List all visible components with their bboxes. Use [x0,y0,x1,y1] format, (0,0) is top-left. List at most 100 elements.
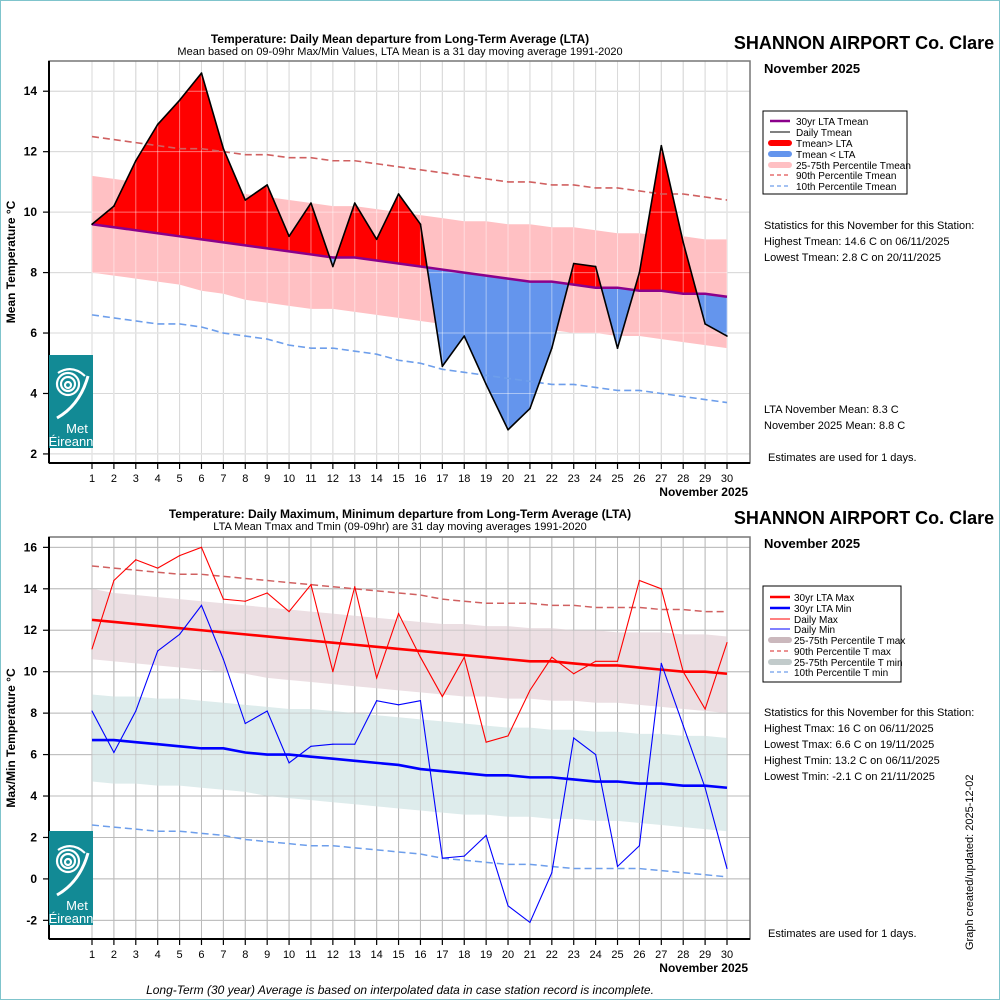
maxmin-xtick-label: 8 [242,949,248,961]
daily-min-point [463,855,465,857]
mean-xtick-label: 9 [264,473,270,485]
daily-min-point [660,662,662,665]
tmin-25-75-band [92,694,727,832]
daily-tmean-point [288,235,290,238]
mean-xtick-label: 2 [111,473,117,485]
mean-xtick-label: 27 [655,473,667,485]
mean-xtick-label: 30 [721,473,733,485]
daily-min-point [266,710,268,712]
daily-max-point [288,610,290,613]
maxmin-xtick-label: 6 [198,949,204,961]
mean-stat-highest: Highest Tmean: 14.6 C on 06/11/2025 [764,236,950,248]
daily-tmean-point [397,193,400,195]
month-label-bottom: November 2025 [764,536,860,551]
daily-tmean-point [726,335,728,337]
legend-item-above-lta: Tmean> LTA [796,139,853,150]
daily-min-point [551,872,553,874]
daily-tmean-point [156,123,159,126]
maxmin-xtick-label: 14 [371,949,383,961]
daily-tmean-point [441,365,444,368]
lta-mean-summary: LTA November Mean: 8.3 C [764,404,899,416]
maxmin-ytick-label: 16 [24,540,38,554]
daily-min-point [595,753,597,756]
maxmin-chart-title: Temperature: Daily Maximum, Minimum depa… [169,507,631,521]
daily-tmean-point [704,323,706,325]
above-lta-segment [245,184,268,249]
month-mean-summary: November 2025 Mean: 8.8 C [764,420,905,432]
daily-min-point [441,857,443,859]
mean-ytick-label: 8 [30,266,37,280]
below-lta-segment [507,278,531,431]
maxmin-xtick-label: 5 [177,949,183,961]
legend-item-p10: 10th Percentile Tmean [796,182,896,193]
mean-xtick-label: 13 [349,473,361,485]
daily-max-point [135,559,137,561]
daily-max-point [332,671,334,673]
daily-tmean-line [91,72,728,431]
daily-max-point [419,656,422,658]
daily-min-point [638,845,641,847]
daily-min-point [419,700,422,702]
daily-tmean-point [507,428,509,431]
mean-chart-lines [91,72,728,431]
maxmin-y-axis-label: Max/Min Temperature °C [4,668,18,808]
mean-xtick-label: 16 [414,473,426,485]
daily-max-point [485,741,487,743]
mean-stats-heading: Statistics for this November for this St… [764,220,974,232]
maxmin-ytick-label: 0 [30,872,37,886]
lta-tmean-line [91,222,728,298]
maxmin-chart-subtitle: LTA Mean Tmax and Tmin (09-09hr) are 31 … [213,521,586,533]
mean-stat-lowest: Lowest Tmean: 2.8 C on 20/11/2025 [764,252,941,264]
maxmin-xtick-label: 10 [283,949,295,961]
met-eireann-logo-top: Met Éireann [49,355,93,449]
legend-item-p90-max: 90th Percentile T max [794,647,891,658]
daily-tmean-point [375,238,378,241]
daily-min-point [91,710,93,712]
mean-xtick-label: 1 [89,473,95,485]
above-lta-segment [135,123,158,234]
daily-max-point [310,584,312,586]
daily-max-point [704,708,706,710]
maxmin-xtick-label: 19 [480,949,492,961]
legend-item-daily-max: Daily Max [794,615,838,626]
daily-max-line [91,546,728,743]
daily-min-point [376,700,378,702]
mean-xtick-label: 25 [611,473,623,485]
mean-xtick-label: 24 [589,473,601,485]
daily-tmean-point [419,223,422,226]
logo-background [49,355,93,448]
maxmin-xtick-label: 27 [655,949,667,961]
maxmin-xtick-label: 28 [677,949,689,961]
mean-xtick-label: 28 [677,473,689,485]
daily-max-point [376,677,378,679]
daily-min-point [616,865,619,868]
legend-item-band-min: 25-75th Percentile T min [794,658,903,669]
maxmin-xtick-label: 4 [155,949,161,961]
daily-min-point [178,633,181,635]
maxmin-x-axis-label: November 2025 [659,961,748,975]
daily-min-point [485,834,487,836]
mean-xtick-label: 3 [133,473,139,485]
daily-tmean-point [310,202,312,204]
mean-xtick-label: 29 [699,473,711,485]
daily-max-point [397,613,400,615]
logo-text-eireann: Éireann [49,911,94,926]
daily-tmean-point [572,262,575,265]
daily-max-point [200,546,203,548]
maxmin-xtick-label: 24 [589,949,601,961]
legend-item-lta-min: 30yr LTA Min [794,604,851,615]
maxmin-ytick-label: 14 [24,582,38,596]
below-lta-segment [463,272,487,385]
maxmin-stats-heading: Statistics for this November for this St… [764,707,974,719]
daily-max-point [507,735,509,737]
above-lta-segment [223,148,246,246]
mean-xtick-label: 12 [327,473,339,485]
maxmin-ytick-label: 6 [30,748,37,762]
mean-ytick-label: 10 [24,205,38,219]
maxmin-xtick-label: 20 [502,949,514,961]
maxmin-xtick-label: 23 [568,949,580,961]
p10-tmin-line [91,824,728,878]
maxmin-xtick-label: 22 [546,949,558,961]
met-eireann-swirl-icon [55,368,90,420]
maxmin-ytick-label: 8 [30,706,37,720]
